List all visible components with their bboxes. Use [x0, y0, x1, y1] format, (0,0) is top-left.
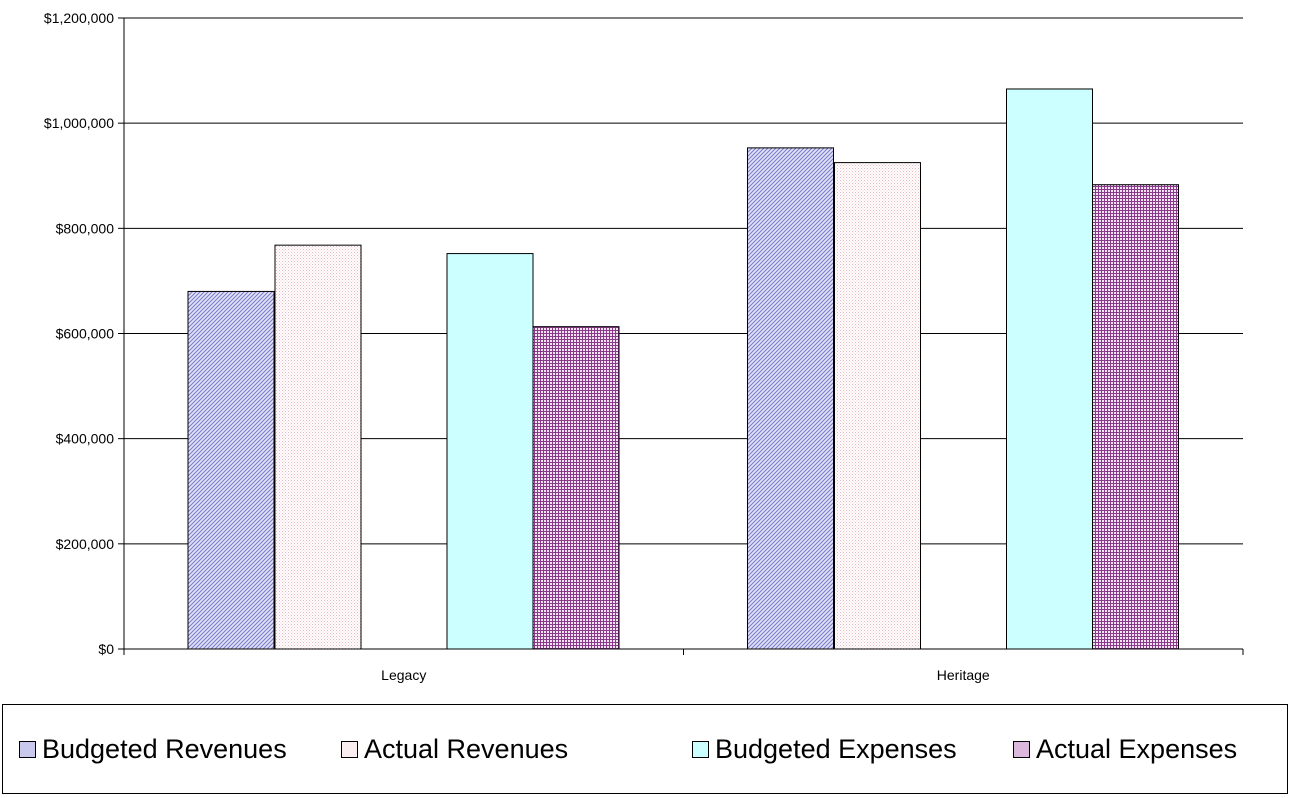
legend-item-budgeted-expenses: Budgeted Expenses — [692, 705, 957, 793]
legend-label-budgeted-expenses: Budgeted Expenses — [715, 733, 957, 764]
legend-label-budgeted-revenues: Budgeted Revenues — [42, 733, 287, 764]
y-tick-label: $0 — [98, 641, 114, 657]
x-tick-label: Legacy — [381, 667, 426, 683]
x-tick-label: Heritage — [937, 667, 990, 683]
bar-actual-expenses-legacy — [532, 326, 620, 650]
legend-item-actual-expenses: Actual Expenses — [1013, 705, 1237, 793]
y-tick-label: $400,000 — [56, 431, 115, 447]
bar-chart: $0 $200,000 $400,000 $600,000 $800,000 $1,000… — [44, 10, 1244, 683]
chart-legend: Budgeted Revenues Actual Revenues Budget… — [2, 704, 1288, 794]
bars — [187, 88, 1179, 650]
legend-item-budgeted-revenues: Budgeted Revenues — [19, 705, 287, 793]
axes — [118, 17, 1244, 655]
legend-label-actual-revenues: Actual Revenues — [364, 733, 569, 764]
bar-actual-revenues-legacy — [274, 244, 362, 650]
legend-swatch-budgeted-revenues — [19, 740, 36, 758]
bar-budgeted-revenues-legacy — [187, 290, 275, 650]
legend-swatch-actual-expenses — [1013, 740, 1030, 758]
axis-labels: $0 $200,000 $400,000 $600,000 $800,000 $1,000… — [44, 10, 990, 683]
y-tick-label: $1,000,000 — [44, 115, 114, 131]
legend-swatch-budgeted-expenses — [692, 740, 709, 758]
bar-actual-expenses-heritage — [1092, 184, 1179, 650]
bar-budgeted-expenses-heritage — [1006, 88, 1093, 650]
y-tick-label: $800,000 — [56, 220, 115, 236]
legend-swatch-actual-revenues — [341, 740, 358, 758]
legend-item-actual-revenues: Actual Revenues — [341, 705, 568, 793]
bar-budgeted-revenues-heritage — [747, 147, 834, 650]
bar-actual-revenues-heritage — [834, 162, 921, 650]
legend-label-actual-expenses: Actual Expenses — [1036, 733, 1238, 764]
bar-budgeted-expenses-legacy — [446, 253, 534, 650]
y-tick-label: $200,000 — [56, 536, 115, 552]
y-tick-label: $1,200,000 — [44, 10, 114, 26]
y-tick-label: $600,000 — [56, 326, 115, 342]
